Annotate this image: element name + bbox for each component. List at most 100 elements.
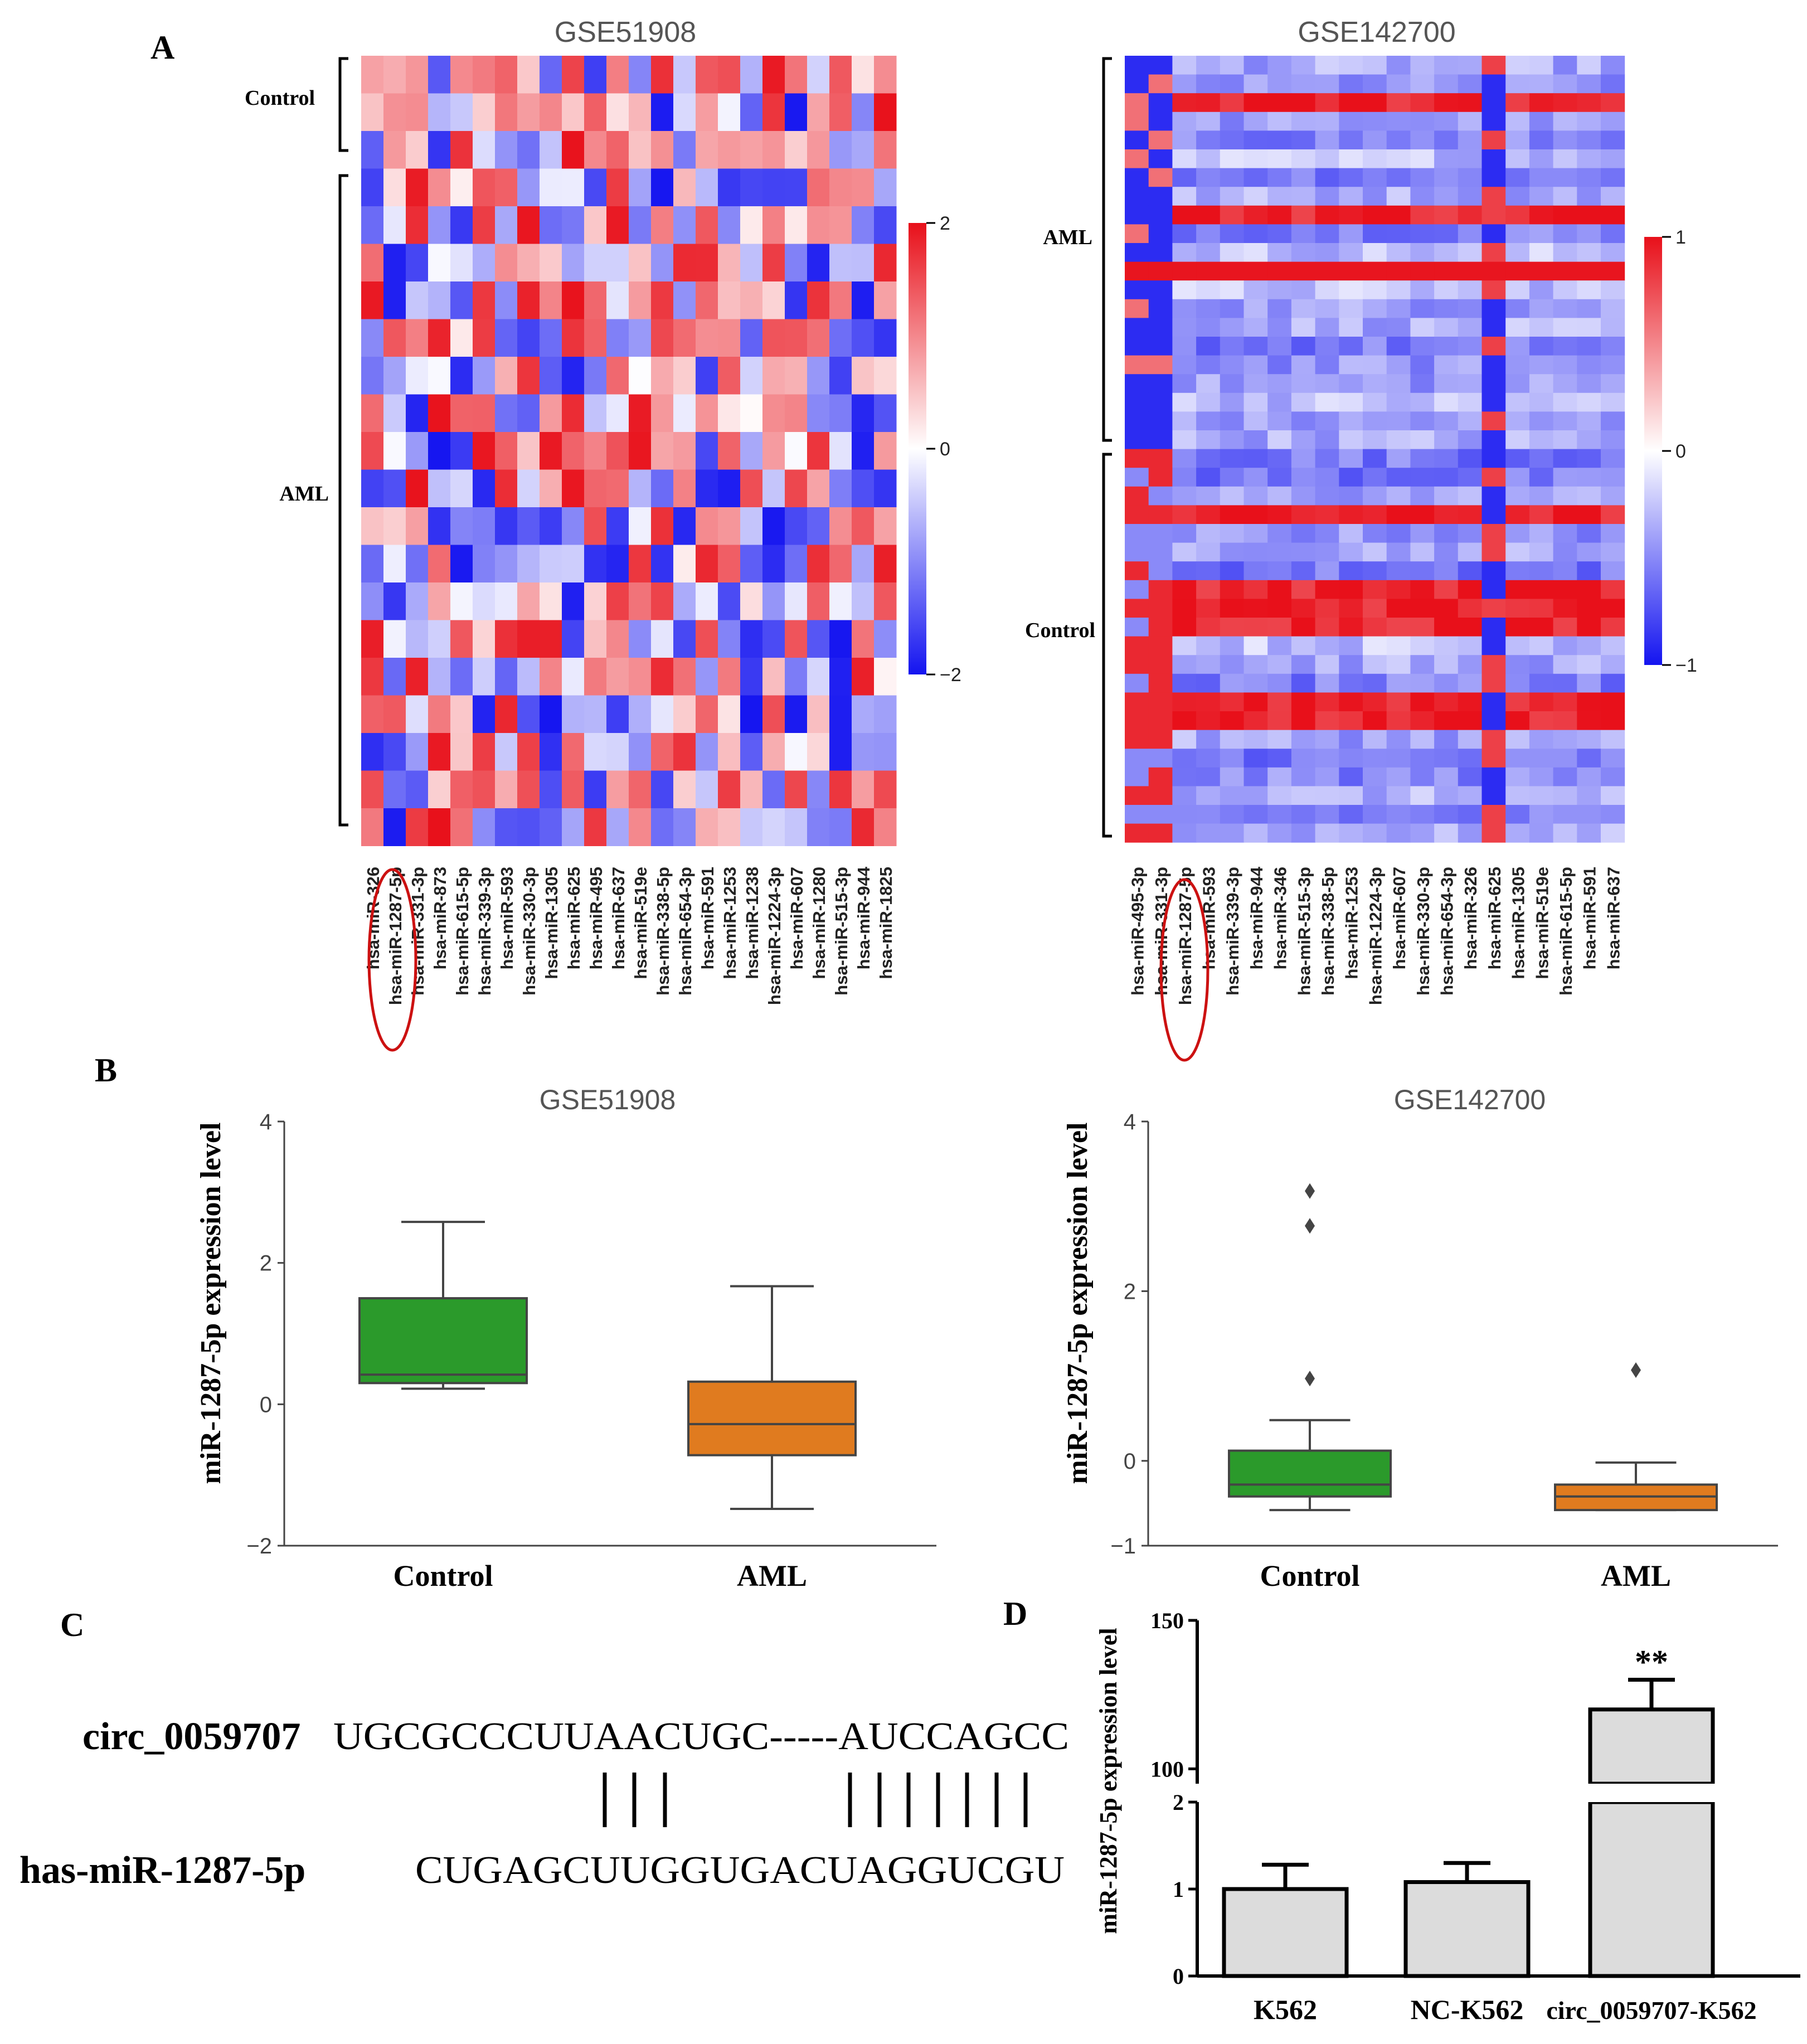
heatmap2-cell bbox=[1577, 224, 1601, 244]
heatmap1-cell bbox=[517, 469, 540, 508]
heatmap2-cell bbox=[1196, 524, 1221, 543]
heatmap2-cell bbox=[1291, 561, 1316, 581]
heatmap2-cell bbox=[1386, 767, 1411, 786]
boxplot1-y-tick-label: −2 bbox=[246, 1534, 272, 1559]
heatmap1-cell bbox=[874, 244, 897, 282]
heatmap2-cell bbox=[1220, 130, 1244, 150]
heatmap2-cell bbox=[1481, 56, 1506, 75]
heatmap2-cell bbox=[1363, 430, 1387, 450]
boxplot2-y-tick-label: 2 bbox=[1124, 1279, 1136, 1304]
heatmap2-cell bbox=[1505, 280, 1530, 300]
base-pair-lines bbox=[603, 1773, 1028, 1827]
heatmap2-cell bbox=[1291, 392, 1316, 412]
heatmap2-group-bracket bbox=[1102, 57, 1112, 442]
heatmap2-cell bbox=[1148, 542, 1173, 562]
heatmap1-cell bbox=[629, 244, 652, 282]
heatmap2-cell bbox=[1386, 261, 1411, 281]
heatmap1-cell bbox=[696, 469, 718, 508]
heatmap2-cell bbox=[1481, 673, 1506, 693]
heatmap2-cell bbox=[1243, 187, 1268, 206]
heatmap1-cell bbox=[852, 206, 875, 244]
heatmap1-cell bbox=[874, 319, 897, 357]
heatmap2-cell bbox=[1410, 486, 1435, 506]
heatmap2-cell bbox=[1458, 430, 1482, 450]
heatmap2-cell bbox=[1553, 767, 1577, 786]
heatmap2-cell bbox=[1125, 392, 1149, 412]
heatmap2-cell bbox=[1243, 111, 1268, 131]
heatmap1-cell bbox=[517, 206, 540, 244]
heatmap2-cell bbox=[1315, 580, 1339, 599]
heatmap2-cell bbox=[1481, 430, 1506, 450]
heatmap2-cell bbox=[1410, 599, 1435, 618]
heatmap2-cell bbox=[1386, 599, 1411, 618]
heatmap2-cell bbox=[1553, 374, 1577, 394]
heatmap2-cell bbox=[1125, 355, 1149, 375]
heatmap1-cell bbox=[785, 733, 808, 771]
heatmap1-cell bbox=[673, 206, 696, 244]
heatmap1-cell bbox=[361, 56, 384, 94]
heatmap1-cell bbox=[517, 432, 540, 470]
bar-y-tick-label: 2 bbox=[1173, 1790, 1184, 1815]
heatmap2-cell bbox=[1434, 730, 1459, 749]
heatmap2-cell bbox=[1410, 111, 1435, 131]
heatmap2-cell bbox=[1172, 505, 1197, 525]
heatmap2-group-bracket bbox=[1102, 453, 1112, 838]
heatmap2-cell bbox=[1434, 618, 1459, 637]
heatmap2-cell bbox=[1481, 730, 1506, 749]
heatmap2-cell bbox=[1529, 730, 1554, 749]
heatmap2-cell bbox=[1410, 449, 1435, 468]
heatmap2-cell bbox=[1386, 374, 1411, 394]
heatmap2-cell bbox=[1220, 711, 1244, 731]
heatmap1-cell bbox=[495, 244, 518, 282]
heatmap2-cell bbox=[1148, 711, 1173, 731]
heatmap2-cell bbox=[1243, 486, 1268, 506]
heatmap2-cell bbox=[1315, 692, 1339, 712]
heatmap1-cell bbox=[718, 281, 741, 319]
heatmap2-cell bbox=[1553, 655, 1577, 674]
heatmap1-cell bbox=[428, 56, 451, 94]
heatmap2-cell bbox=[1529, 749, 1554, 768]
heatmap2-cell bbox=[1410, 74, 1435, 94]
heatmap1-cell bbox=[740, 131, 763, 169]
heatmap2-column-label: hsa-miR-1224-3p bbox=[1366, 867, 1385, 1005]
heatmap2-cell bbox=[1315, 505, 1339, 525]
heatmap1-cell bbox=[495, 507, 518, 545]
heatmap1-cell bbox=[696, 319, 718, 357]
heatmap2-cell bbox=[1148, 673, 1173, 693]
heatmap2-cell bbox=[1553, 411, 1577, 431]
heatmap2-cell bbox=[1172, 786, 1197, 805]
heatmap2-cell bbox=[1148, 805, 1173, 824]
heatmap2-cell bbox=[1505, 149, 1530, 169]
heatmap1-cell bbox=[762, 168, 785, 207]
heatmap2-cell bbox=[1601, 430, 1625, 450]
heatmap2-cell bbox=[1410, 542, 1435, 562]
heatmap1-cell bbox=[807, 620, 830, 658]
heatmap1-cell bbox=[673, 432, 696, 470]
heatmap2-cell bbox=[1267, 355, 1292, 375]
heatmap1-column-label: hsa-miR-1287-5p bbox=[386, 867, 405, 1005]
heatmap1-cell bbox=[606, 432, 629, 470]
heatmap2-cell bbox=[1196, 786, 1221, 805]
heatmap1-cell bbox=[629, 281, 652, 319]
boxplot1-y-tick-label: 2 bbox=[260, 1251, 272, 1276]
heatmap1-cell bbox=[874, 432, 897, 470]
heatmap2-cell bbox=[1267, 542, 1292, 562]
heatmap2-cell bbox=[1196, 318, 1221, 337]
heatmap1-cell bbox=[584, 357, 607, 395]
heatmap1-cell bbox=[383, 469, 406, 508]
heatmap2-cell bbox=[1339, 599, 1363, 618]
heatmap1-cell bbox=[406, 168, 429, 207]
heatmap2-cell bbox=[1291, 786, 1316, 805]
heatmap2-cell bbox=[1220, 205, 1244, 225]
heatmap1-cell bbox=[852, 469, 875, 508]
heatmap2-cell bbox=[1529, 93, 1554, 113]
heatmap2-cell bbox=[1458, 224, 1482, 244]
heatmap2-cell bbox=[1458, 187, 1482, 206]
heatmap1-cell bbox=[540, 281, 562, 319]
heatmap2-cell bbox=[1220, 318, 1244, 337]
heatmap2-cell bbox=[1577, 318, 1601, 337]
heatmap2-cell bbox=[1220, 74, 1244, 94]
heatmap2-cell bbox=[1220, 786, 1244, 805]
heatmap1-cell bbox=[473, 658, 496, 696]
heatmap2-cell bbox=[1410, 205, 1435, 225]
